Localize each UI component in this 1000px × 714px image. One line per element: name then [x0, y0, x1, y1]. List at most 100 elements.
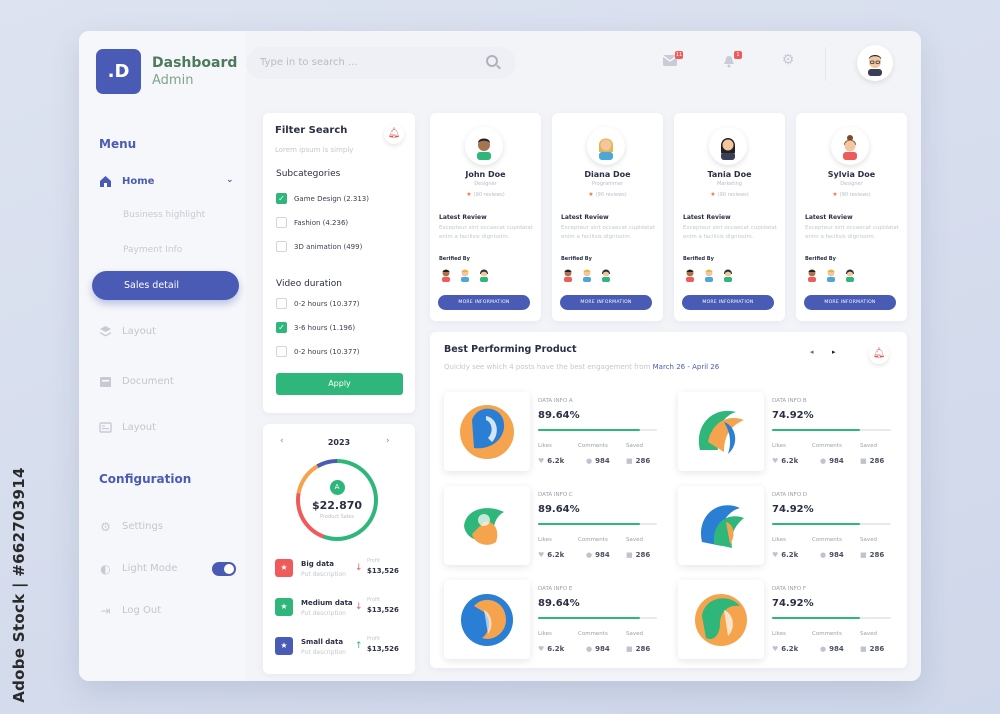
- saved-value[interactable]: ■ 286: [860, 645, 884, 653]
- filter-title: Filter Search: [275, 125, 348, 136]
- comments-value[interactable]: ● 984: [578, 457, 610, 465]
- heart-icon: ♥: [538, 457, 545, 465]
- mail-icon[interactable]: 11: [662, 51, 683, 69]
- product-progress-bar: [538, 429, 657, 431]
- comments-value[interactable]: ● 984: [578, 645, 610, 653]
- likes-label: Likes: [772, 631, 786, 637]
- verifier-avatar-icon: [808, 269, 816, 282]
- comments-value[interactable]: ● 984: [812, 645, 844, 653]
- checkbox-game-design[interactable]: ✓ Game Design (2.313): [276, 193, 369, 204]
- more-information-button[interactable]: MORE INFORMATION: [682, 295, 774, 310]
- saved-label: Saved: [626, 443, 643, 449]
- sidebar-sub-sales[interactable]: Sales detail: [92, 271, 239, 300]
- sales-label: Product Sales: [320, 514, 354, 520]
- comments-label: Comments: [812, 631, 842, 637]
- checkbox-3d-animation[interactable]: 3D animation (499): [276, 241, 362, 252]
- product-image-icon[interactable]: [444, 392, 530, 471]
- sidebar-item-layout[interactable]: Layout: [99, 325, 156, 338]
- bell-icon[interactable]: 1: [721, 51, 742, 69]
- comments-value[interactable]: ● 984: [812, 551, 844, 559]
- avatar: [465, 127, 503, 165]
- next-arrow-icon[interactable]: ▸: [832, 348, 836, 356]
- ring-center: A $22.870 Product Sales: [300, 463, 374, 537]
- saved-value[interactable]: ■ 286: [626, 645, 650, 653]
- search-input[interactable]: Type in to search ...: [246, 47, 516, 79]
- light-mode-toggle[interactable]: [212, 562, 236, 576]
- comments-value[interactable]: ● 984: [578, 551, 610, 559]
- sidebar-item-settings[interactable]: ⚙ Settings: [99, 520, 163, 534]
- product-tile[interactable]: DATA INFO D 74.92% Likes Comments Saved ♥ 6.2k…: [678, 486, 891, 570]
- filter-search-card: Filter Search Lorem ipsum is simply 🔔︎ S…: [263, 113, 415, 413]
- likes-value[interactable]: ♥ 6.2k: [538, 645, 564, 653]
- product-image-icon[interactable]: [678, 580, 764, 659]
- profit-value: $13,526: [367, 645, 399, 653]
- more-information-button[interactable]: MORE INFORMATION: [438, 295, 530, 310]
- more-information-button[interactable]: MORE INFORMATION: [560, 295, 652, 310]
- search-icon[interactable]: [486, 55, 498, 67]
- sidebar-item-document[interactable]: Document: [99, 375, 174, 388]
- comments-count: 984: [595, 457, 610, 465]
- checkbox-label: 3D animation (499): [294, 242, 363, 251]
- filter-subtitle: Lorem ipsum is simply: [275, 146, 354, 154]
- saved-value[interactable]: ■ 286: [626, 457, 650, 465]
- stat-row-big[interactable]: ★ Big data Put description ↓ Profit $13,…: [275, 557, 403, 583]
- sidebar-item-label: Layout: [122, 326, 156, 337]
- avatar[interactable]: [857, 45, 893, 81]
- likes-value[interactable]: ♥ 6.2k: [538, 457, 564, 465]
- comments-value[interactable]: ● 984: [812, 457, 844, 465]
- verifier-avatar-icon: [724, 269, 732, 282]
- logo[interactable]: .D: [96, 49, 141, 94]
- likes-value[interactable]: ♥ 6.2k: [772, 645, 798, 653]
- likes-count: 6.2k: [547, 457, 565, 465]
- product-image-icon[interactable]: [678, 486, 764, 565]
- profile-role: Designer: [474, 181, 497, 187]
- bell-badge: 1: [734, 51, 742, 59]
- stat-row-medium[interactable]: ★ Medium data Put description ↓ Profit $…: [275, 596, 403, 622]
- product-tile[interactable]: DATA INFO A 89.64% Likes Comments Saved ♥ 6.2k…: [444, 392, 657, 476]
- sidebar-item-home[interactable]: Home ⌄: [99, 175, 234, 188]
- prev-arrow-icon[interactable]: ◂: [810, 348, 814, 356]
- product-tile[interactable]: DATA INFO F 74.92% Likes Comments Saved ♥ 6.2k…: [678, 580, 891, 664]
- mail-badge: 11: [675, 51, 683, 59]
- sidebar-sub-payment[interactable]: Payment Info: [123, 245, 183, 255]
- saved-value[interactable]: ■ 286: [626, 551, 650, 559]
- checkbox-fashion[interactable]: Fashion (4.236): [276, 217, 348, 228]
- sidebar-item-logout[interactable]: ⇥ Log Out: [99, 604, 161, 618]
- apply-button[interactable]: Apply: [276, 373, 403, 395]
- best-bell-icon[interactable]: 🔔︎: [869, 344, 889, 364]
- profit-label: Profit: [367, 558, 381, 564]
- date-range[interactable]: March 26 - April 26: [652, 363, 720, 371]
- profile-rating: ★ (90 reviews): [796, 191, 907, 198]
- saved-value[interactable]: ■ 286: [860, 457, 884, 465]
- sidebar-item-layout-2[interactable]: Layout: [99, 421, 156, 434]
- likes-value[interactable]: ♥ 6.2k: [538, 551, 564, 559]
- product-image-icon[interactable]: [444, 486, 530, 565]
- sidebar-sub-business[interactable]: Business highlight: [123, 210, 206, 220]
- avatar: [587, 127, 625, 165]
- filter-bell-icon[interactable]: 🔔︎: [384, 124, 404, 144]
- saved-value[interactable]: ■ 286: [860, 551, 884, 559]
- product-image-icon[interactable]: [678, 392, 764, 471]
- checkbox-duration-1[interactable]: 0-2 hours (10.377): [276, 298, 360, 309]
- product-tile[interactable]: DATA INFO C 89.64% Likes Comments Saved ♥ 6.2k…: [444, 486, 657, 570]
- product-tile[interactable]: DATA INFO B 74.92% Likes Comments Saved ♥ 6.2k…: [678, 392, 891, 476]
- product-image-icon[interactable]: [444, 580, 530, 659]
- sidebar-item-light-mode[interactable]: ◐ Light Mode: [99, 562, 177, 576]
- review-label: Latest Review: [561, 214, 609, 221]
- more-information-button[interactable]: MORE INFORMATION: [804, 295, 896, 310]
- checkbox-duration-2[interactable]: ✓ 3-6 hours (1.196): [276, 322, 355, 333]
- likes-value[interactable]: ♥ 6.2k: [772, 551, 798, 559]
- stat-title: Small data: [301, 638, 344, 646]
- profile-name: Diana Doe: [584, 170, 631, 179]
- sales-card: ‹ 2023 › A $22.870 Product Sales ★ Big d…: [263, 424, 415, 674]
- stat-row-small[interactable]: ★ Small data Put description ↑ Profit $1…: [275, 635, 403, 661]
- likes-label: Likes: [772, 537, 786, 543]
- settings-gear-icon[interactable]: ⚙: [781, 52, 795, 68]
- next-year-arrow[interactable]: ›: [386, 436, 390, 446]
- checkbox-duration-3[interactable]: 0-2 hours (10.377): [276, 346, 360, 357]
- prev-year-arrow[interactable]: ‹: [280, 436, 284, 446]
- chevron-down-icon[interactable]: ⌄: [226, 175, 234, 185]
- likes-count: 6.2k: [547, 645, 565, 653]
- likes-value[interactable]: ♥ 6.2k: [772, 457, 798, 465]
- product-tile[interactable]: DATA INFO E 89.64% Likes Comments Saved ♥ 6.2k…: [444, 580, 657, 664]
